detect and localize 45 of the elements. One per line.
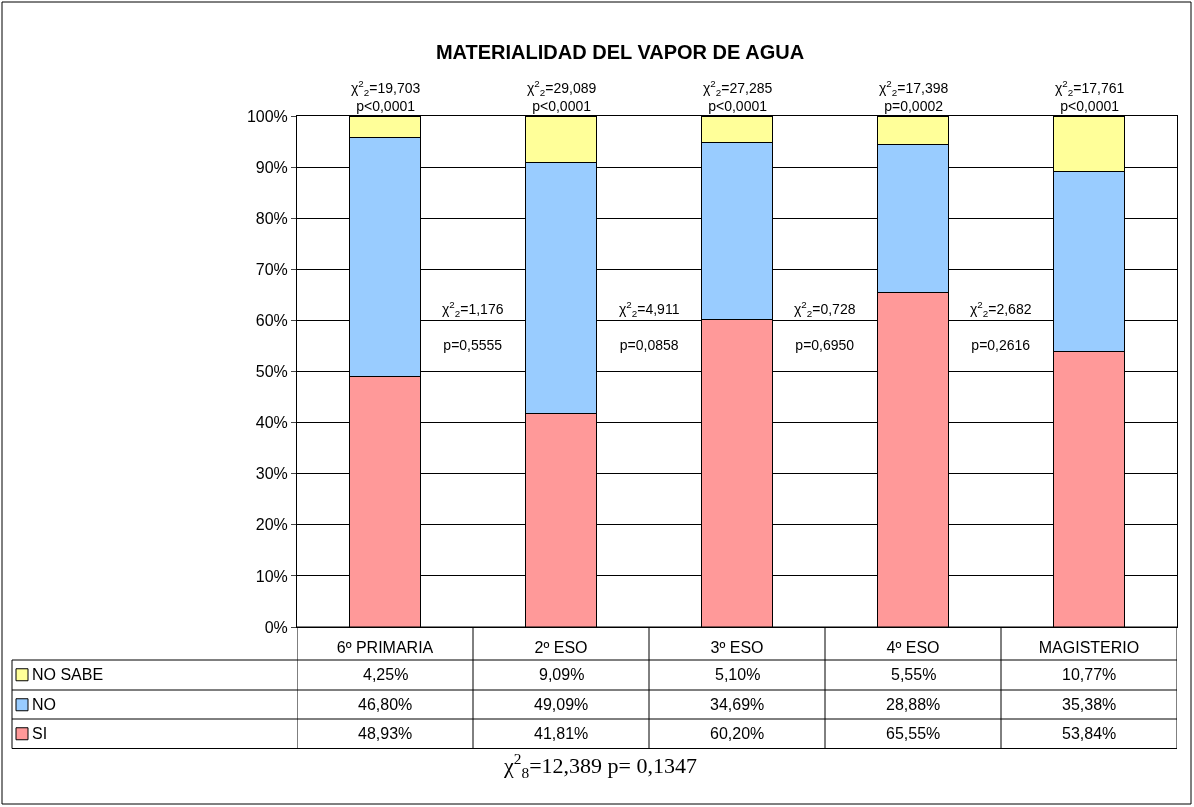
x-tick-label: 6º PRIMARIA [336,639,434,657]
y-tick-label: 60% [255,312,288,329]
text: χ$^{2}$$_{2}$=0,728 p=0,6950 [794,299,856,354]
legend-label: NO SABE [32,666,104,683]
x-tick-label: MAGISTERIO [1038,639,1140,657]
x-tick-label: 3º ESO [710,639,764,657]
data-label: 10,77% [1062,666,1117,683]
data-label: 48,93% [358,725,413,742]
data-label: 41,81% [534,725,589,742]
data-label: 46,80% [358,696,413,713]
data-label: 65,55% [886,725,941,742]
data-label: 35,38% [1062,696,1117,713]
x-tick-label: 4º ESO [886,639,940,657]
text: χ$^{2}$$_{2}$=2,682 p=0,2616 [970,299,1032,354]
data-label: 28,88% [886,696,941,713]
text: χ$^{2}$$_{2}$=1,176 p=0,5555 [442,299,504,354]
y-tick-label: 100% [246,107,288,125]
legend-label: NO [32,696,56,713]
y-tick-label: 50% [255,363,288,381]
data-label: 9,09% [539,666,585,683]
data-label: 60,20% [710,725,765,742]
y-tick-label: 70% [255,260,288,278]
text: χ$^{2}$$_{2}$=4,911 p=0,0858 [619,299,680,354]
data-label: 4,25% [363,666,409,683]
y-tick-label: 20% [255,516,288,534]
data-label: 34,69% [710,696,765,713]
data-label: 5,55% [891,666,937,683]
chart-title: MATERIALIDAD DEL VAPOR DE AGUA [435,41,805,63]
data-label: 5,10% [715,666,761,683]
legend-label: SI [32,725,48,742]
data-label: 53,84% [1062,725,1117,742]
y-tick-label: 10% [255,567,288,585]
annotation: χ$^{2}$$_{2}$=17,761 p<0,0001 [1055,78,1125,115]
y-tick-label: 40% [255,414,288,432]
annotation: χ$^{2}$$_{2}$=27,285 p<0,0001 [703,78,773,115]
y-tick-label: 30% [255,465,288,483]
annotation: χ$^{2}$$_{2}$=17,398 p=0,0002 [879,78,949,115]
data-label: 49,09% [534,696,589,713]
y-tick-label: 0% [264,618,288,636]
x-tick-label: 2º ESO [534,639,588,657]
y-tick-label: 90% [255,158,288,176]
annotation: χ$^{2}$$_{2}$=19,703 p<0,0001 [351,78,421,115]
annotation: χ$^{2}$$_{2}$=29,089 p<0,0001 [527,78,597,115]
y-tick-label: 80% [255,209,288,227]
text: χ$^{2}$$_{8}$=12,389 p= 0,1347 [503,750,697,781]
